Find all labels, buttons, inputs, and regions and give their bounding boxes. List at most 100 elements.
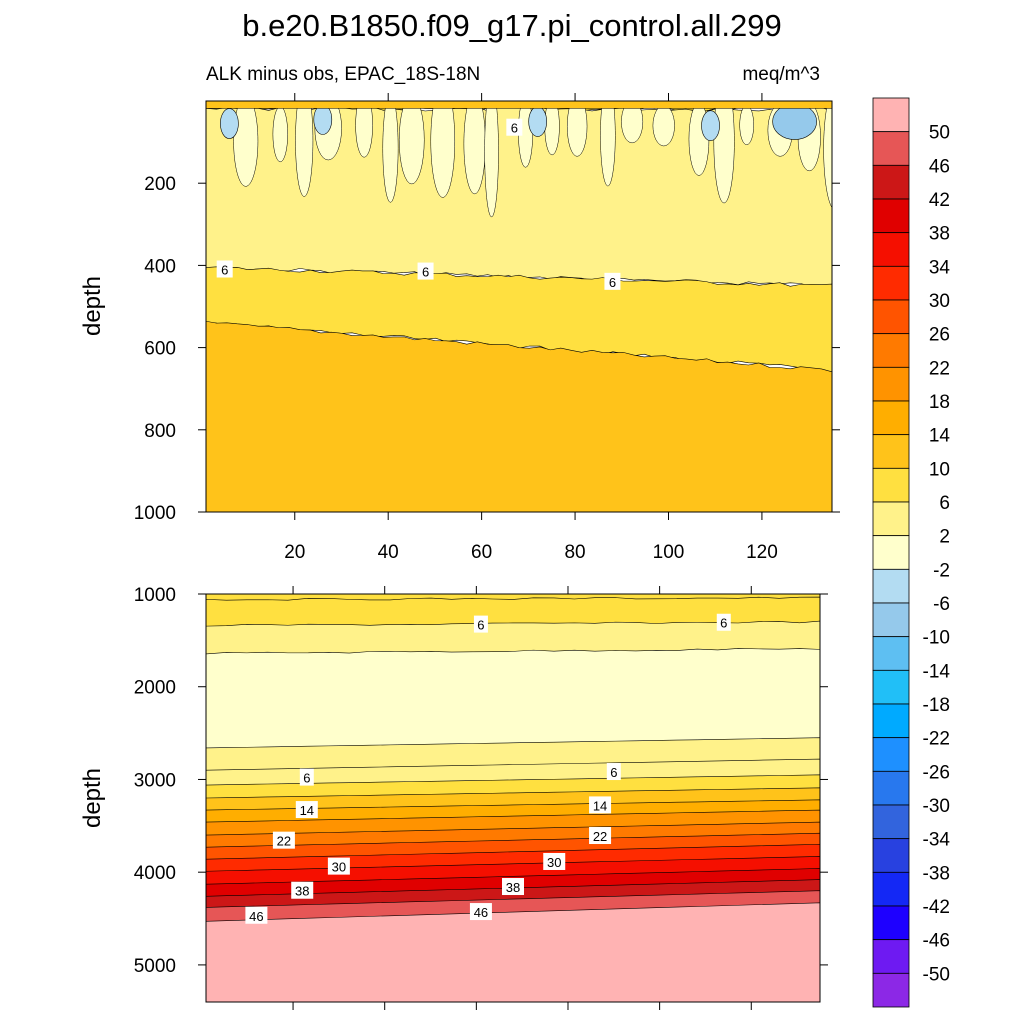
colorbar-swatch — [872, 871, 910, 907]
svg-text:6: 6 — [477, 618, 484, 633]
upper-y-tick-label: 200 — [144, 174, 176, 195]
colorbar-swatch — [872, 501, 910, 537]
colorbar-swatch — [872, 198, 910, 234]
colorbar-label: -14 — [923, 661, 951, 682]
svg-text:22: 22 — [593, 829, 607, 844]
colorbar-label: 38 — [929, 224, 950, 245]
upper-near-zero-patch — [652, 105, 675, 147]
lower-contour-label: 14 — [589, 796, 612, 814]
colorbar-swatch — [872, 467, 910, 503]
colorbar-label: -22 — [923, 729, 950, 750]
colorbar-label: -30 — [923, 796, 950, 817]
upper-anomaly-patch — [220, 108, 239, 139]
lower-y-tick-label: 3000 — [134, 770, 176, 791]
colorbar-label: 6 — [939, 493, 950, 514]
colorbar-swatch — [872, 636, 910, 671]
colorbar-swatch — [872, 939, 910, 974]
colorbar-swatch — [872, 333, 910, 368]
upper-near-zero-patch — [823, 101, 832, 209]
svg-text:30: 30 — [547, 855, 561, 870]
svg-text:14: 14 — [593, 798, 607, 813]
upper-near-zero-patch — [484, 101, 499, 218]
upper-near-zero-patch — [600, 101, 616, 187]
lower-contour-label: 30 — [543, 852, 566, 870]
colorbar-swatch — [872, 972, 910, 1008]
upper-contour-label: 6 — [417, 262, 434, 280]
svg-text:22: 22 — [277, 834, 291, 849]
colorbar-label: -10 — [923, 628, 950, 649]
colorbar-label: 34 — [929, 257, 951, 278]
upper-near-zero-patch — [713, 101, 735, 204]
colorbar-label: 10 — [929, 459, 950, 480]
lower-contour-label: 30 — [327, 857, 350, 875]
lower-contour-label: 22 — [272, 831, 295, 849]
colorbar-swatch — [872, 535, 910, 570]
chart-title: b.e20.B1850.f09_g17.pi_control.all.299 — [242, 8, 782, 43]
colorbar-label: 2 — [939, 527, 950, 548]
upper-contour-label: 6 — [216, 260, 233, 278]
colorbar-swatch — [872, 838, 910, 873]
lower-contour-label: 14 — [295, 801, 318, 819]
lower-y-axis-label: depth — [79, 768, 106, 828]
upper-near-zero-patch — [739, 105, 754, 145]
colorbar-label: 22 — [929, 358, 950, 379]
colorbar-label: -6 — [933, 594, 950, 615]
svg-text:30: 30 — [332, 860, 346, 875]
colorbar-label: 18 — [929, 392, 950, 413]
colorbar-swatch — [872, 905, 910, 941]
upper-band-3 — [206, 320, 832, 512]
upper-near-zero-patch — [566, 101, 588, 157]
upper-x-tick-label: 120 — [746, 542, 778, 563]
svg-text:6: 6 — [303, 771, 310, 786]
lower-contour-label: 38 — [502, 878, 524, 896]
upper-plot-frame — [205, 100, 833, 513]
lower-panel: 6 6 6 6 14 14 22 22 30 30 38 38 46 46 1000 2000 3000 4000… — [79, 585, 828, 1010]
upper-y-tick-label: 1000 — [134, 503, 176, 524]
svg-text:6: 6 — [720, 616, 727, 631]
lower-contour-label: 6 — [299, 768, 314, 786]
upper-anomaly-patch — [313, 104, 333, 135]
upper-x-tick-label: 60 — [471, 542, 492, 563]
colorbar-swatch — [872, 400, 910, 436]
upper-near-zero-patch — [272, 106, 288, 163]
upper-near-zero-patch — [295, 101, 314, 197]
colorbar-swatch — [872, 232, 910, 267]
upper-near-zero-patch — [233, 101, 259, 187]
lower-y-tick-label: 5000 — [134, 956, 176, 977]
lower-contour-label: 6 — [606, 763, 621, 781]
colorbar-swatch — [872, 434, 910, 469]
lower-contour-label: 46 — [245, 906, 268, 924]
svg-text:6: 6 — [511, 121, 518, 136]
lower-contour-label: 6 — [473, 615, 488, 633]
colorbar-swatch — [872, 299, 910, 335]
colorbar-label: 46 — [929, 156, 950, 177]
colorbar-swatch — [872, 737, 910, 772]
colorbar-label: -18 — [923, 695, 950, 716]
upper-near-zero-patch — [355, 101, 373, 158]
colorbar-swatch — [872, 164, 910, 200]
upper-surface-band — [206, 101, 832, 109]
lower-y-tick-label: 2000 — [134, 678, 176, 699]
colorbar-swatch — [872, 265, 910, 301]
upper-panel: 6 6 6 6 20 40 60 80 100 120 200 400 600 800 1000 depth — [79, 93, 840, 563]
upper-near-zero-patch — [430, 101, 456, 198]
svg-text:38: 38 — [506, 880, 520, 895]
svg-text:6: 6 — [422, 265, 429, 280]
upper-x-tick-label: 20 — [284, 542, 305, 563]
chart-subtitle-left: ALK minus obs, EPAC_18S-18N — [206, 64, 480, 85]
colorbar-swatch — [872, 770, 910, 806]
upper-contour-label: 6 — [506, 118, 523, 136]
colorbar-label: -42 — [923, 897, 950, 918]
colorbar-label: -38 — [923, 863, 950, 884]
colorbar-label: 50 — [929, 123, 950, 144]
colorbar-swatch — [872, 602, 910, 638]
colorbar-swatch — [872, 97, 910, 133]
upper-y-tick-label: 800 — [144, 421, 176, 442]
colorbar-swatch — [872, 131, 910, 166]
svg-text:38: 38 — [295, 884, 309, 899]
colorbar-label: -34 — [923, 830, 951, 851]
chart-units: meq/m^3 — [742, 64, 820, 85]
lower-contour-label: 38 — [291, 881, 314, 899]
colorbar-label: 26 — [929, 325, 950, 346]
colorbar-label: 42 — [929, 190, 950, 211]
